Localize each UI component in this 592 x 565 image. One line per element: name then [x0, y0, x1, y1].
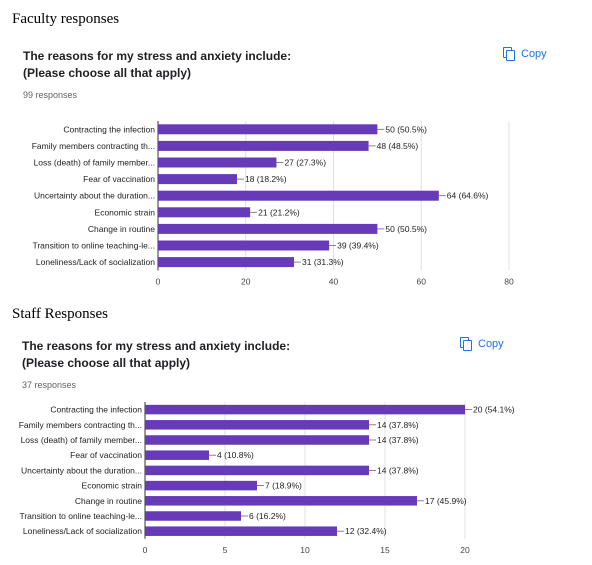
faculty-category-label: Economic strain — [95, 207, 156, 217]
faculty-bar — [158, 140, 369, 151]
staff-bar — [145, 526, 337, 536]
copy-icon — [460, 337, 472, 351]
faculty-data-label: 39 (39.4%) — [337, 241, 379, 251]
staff-data-label: 14 (37.8%) — [377, 465, 419, 475]
faculty-data-label: 31 (31.3%) — [302, 257, 344, 267]
staff-data-label: 14 (37.8%) — [377, 435, 419, 445]
staff-category-label: Family members contracting th... — [19, 420, 142, 430]
staff-data-label: 12 (32.4%) — [345, 526, 387, 536]
staff-bar — [145, 404, 465, 415]
faculty-x-tick-label: 60 — [417, 276, 427, 286]
faculty-data-label: 50 (50.5%) — [385, 224, 427, 234]
faculty-data-label: 48 (48.5%) — [377, 141, 419, 151]
staff-data-label: 14 (37.8%) — [377, 420, 419, 430]
staff-response-count: 37 responses — [22, 380, 77, 390]
faculty-category-label: Fear of vaccination — [83, 174, 155, 184]
staff-question-card: The reasons for my stress and anxiety in… — [22, 338, 352, 390]
staff-x-tick-label: 15 — [380, 545, 390, 555]
faculty-category-label: Uncertainty about the duration... — [34, 191, 155, 201]
faculty-question-title-line2: (Please choose all that apply) — [23, 66, 192, 80]
staff-category-label: Economic strain — [82, 481, 143, 491]
staff-copy-button[interactable]: Copy — [460, 337, 504, 351]
faculty-category-label: Loss (death) of family member... — [34, 158, 155, 168]
faculty-copy-label: Copy — [521, 47, 547, 60]
staff-category-label: Loneliness/Lack of socialization — [23, 526, 142, 536]
faculty-bar — [158, 257, 295, 268]
staff-data-label: 20 (54.1%) — [473, 405, 515, 415]
faculty-bar — [158, 240, 330, 251]
faculty-data-label: 50 (50.5%) — [385, 124, 427, 134]
staff-data-label: 7 (18.9%) — [265, 481, 302, 491]
staff-x-tick-label: 0 — [143, 545, 148, 555]
faculty-category-label: Loneliness/Lack of socialization — [36, 257, 155, 267]
staff-data-label: 17 (45.9%) — [425, 496, 467, 506]
staff-category-label: Transition to online teaching-le... — [19, 511, 142, 521]
faculty-question-title-line1: The reasons for my stress and anxiety in… — [23, 49, 292, 63]
faculty-x-tick-label: 40 — [329, 276, 339, 286]
staff-category-label: Fear of vaccination — [70, 450, 142, 460]
staff-bar — [145, 450, 209, 460]
staff-bar — [145, 480, 257, 491]
faculty-data-label: 18 (18.2%) — [245, 174, 287, 184]
faculty-data-label: 64 (64.6%) — [447, 191, 489, 201]
faculty-bar — [158, 190, 439, 201]
faculty-category-label: Family members contracting th... — [32, 141, 155, 151]
staff-x-tick-label: 10 — [300, 545, 310, 555]
faculty-x-tick-label: 20 — [241, 276, 251, 286]
staff-bar — [145, 435, 369, 445]
staff-category-label: Loss (death) of family member... — [21, 435, 142, 445]
faculty-section-heading: Faculty responses — [12, 11, 120, 27]
faculty-bar — [158, 124, 378, 135]
staff-bar — [145, 465, 369, 476]
faculty-copy-button[interactable]: Copy — [503, 47, 547, 61]
staff-question-title-line2: (Please choose all that apply) — [22, 356, 191, 370]
staff-bar-chart: 0 5 10 15 20 Contracting the infection 20 (54.… — [19, 402, 515, 555]
faculty-category-label: Change in routine — [88, 224, 155, 234]
faculty-bar-chart: 0 20 40 60 80 Contracting the infection 50 (50… — [32, 121, 514, 286]
faculty-data-label: 27 (27.3%) — [284, 158, 326, 168]
faculty-data-label: 21 (21.2%) — [258, 207, 300, 217]
faculty-category-label: Contracting the infection — [63, 124, 155, 134]
faculty-x-tick-label: 0 — [156, 276, 161, 286]
faculty-x-tick-label: 80 — [504, 276, 514, 286]
faculty-bar — [158, 223, 378, 234]
staff-question-title-line1: The reasons for my stress and anxiety in… — [22, 339, 291, 353]
staff-x-tick-label: 20 — [460, 545, 470, 555]
staff-data-label: 6 (16.2%) — [249, 511, 286, 521]
faculty-bar — [158, 207, 251, 218]
staff-copy-label: Copy — [478, 337, 504, 350]
faculty-bar — [158, 174, 237, 185]
staff-bar — [145, 420, 369, 430]
staff-question-title: The reasons for my stress and anxiety in… — [22, 338, 352, 372]
faculty-question-title: The reasons for my stress and anxiety in… — [23, 48, 353, 82]
staff-category-label: Change in routine — [75, 496, 142, 506]
staff-section-heading: Staff Responses — [12, 306, 108, 322]
copy-icon — [503, 47, 515, 61]
staff-data-label: 4 (10.8%) — [217, 450, 254, 460]
staff-category-label: Uncertainty about the duration... — [21, 465, 142, 475]
faculty-question-card: The reasons for my stress and anxiety in… — [23, 48, 353, 100]
staff-bar — [145, 511, 241, 521]
staff-bar — [145, 496, 417, 506]
faculty-category-label: Transition to online teaching-le... — [32, 241, 155, 251]
staff-x-tick-label: 5 — [223, 545, 228, 555]
faculty-bar — [158, 157, 277, 168]
faculty-response-count: 99 responses — [23, 90, 78, 100]
staff-category-label: Contracting the infection — [50, 405, 142, 415]
